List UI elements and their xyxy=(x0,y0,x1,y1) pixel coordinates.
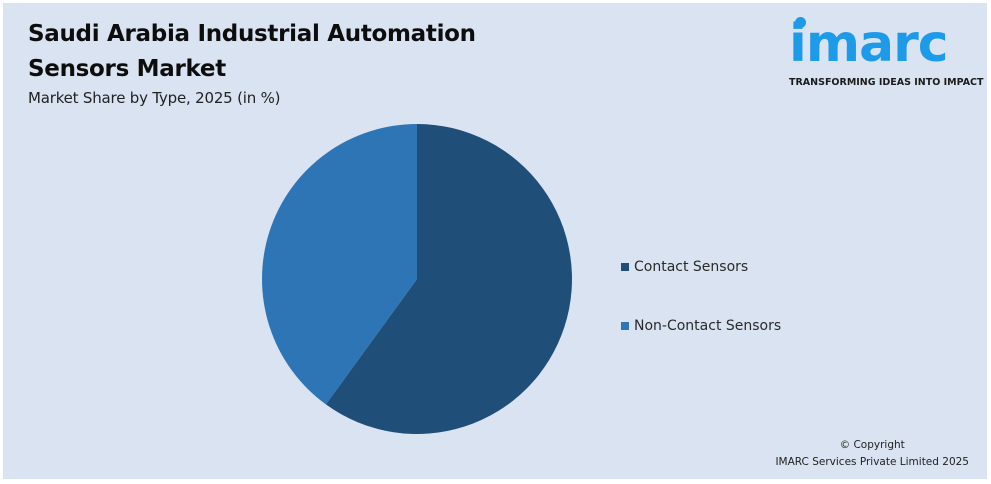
pie-slice-non-contact-sensors xyxy=(261,124,417,405)
logo-dot-icon xyxy=(795,17,806,28)
copyright-footer: © Copyright IMARC Services Private Limit… xyxy=(775,437,969,471)
imarc-logo: imarc TRANSFORMING IDEAS INTO IMPACT xyxy=(789,15,984,88)
pie-chart xyxy=(261,124,572,434)
logo-text: imarc xyxy=(789,14,949,74)
pie-slice-contact-sensors xyxy=(325,124,572,434)
legend-label: Non-Contact Sensors xyxy=(634,318,782,334)
chart-legend: Contact Sensors Non-Contact Sensors xyxy=(621,258,781,376)
legend-swatch-icon xyxy=(621,322,629,330)
legend-item-non-contact-sensors: Non-Contact Sensors xyxy=(621,317,781,335)
chart-panel: Saudi Arabia Industrial Automation Senso… xyxy=(3,3,987,479)
chart-subtitle: Market Share by Type, 2025 (in %) xyxy=(28,89,281,107)
legend-label: Contact Sensors xyxy=(634,259,749,275)
logo-tagline: TRANSFORMING IDEAS INTO IMPACT xyxy=(789,77,984,88)
chart-title: Saudi Arabia Industrial Automation Senso… xyxy=(28,21,476,82)
legend-swatch-icon xyxy=(621,263,629,271)
copyright-line: © Copyright xyxy=(839,439,905,451)
legend-item-contact-sensors: Contact Sensors xyxy=(621,258,781,276)
logo-wordmark: imarc xyxy=(789,15,984,73)
company-line: IMARC Services Private Limited 2025 xyxy=(775,456,969,468)
